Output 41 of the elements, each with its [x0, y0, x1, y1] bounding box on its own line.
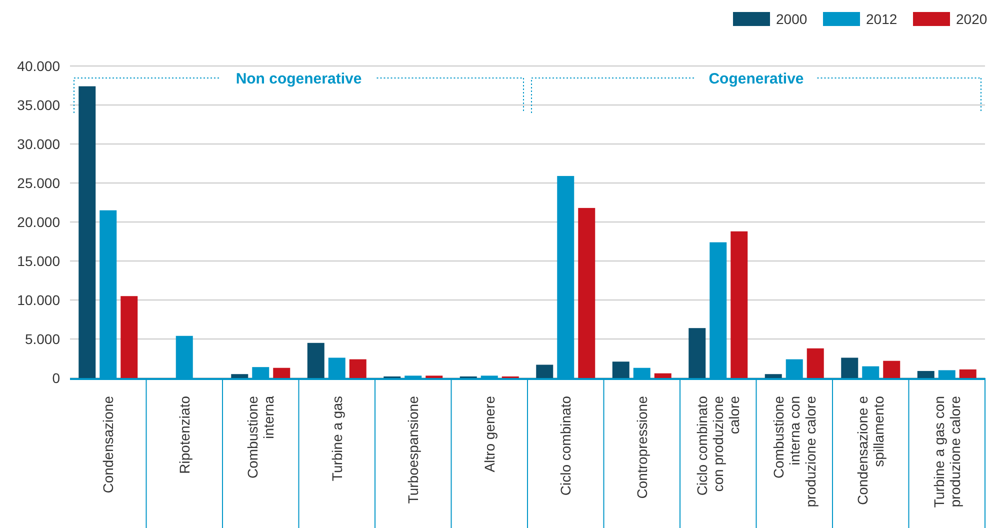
y-tick-label: 5.000	[24, 330, 60, 347]
bar	[120, 296, 138, 378]
bar	[730, 231, 748, 378]
bar	[917, 370, 934, 378]
y-tick-label: 20.000	[17, 214, 60, 230]
bar	[688, 328, 706, 378]
bar	[612, 362, 630, 378]
bar	[764, 374, 782, 378]
x-tick-label: Turboespansione	[405, 396, 422, 504]
annotation: Cogenerative	[708, 70, 804, 88]
bar	[654, 373, 672, 378]
x-tick-label: Ciclo combinato	[558, 396, 574, 496]
bar	[273, 368, 290, 378]
bar	[78, 86, 96, 378]
bar	[806, 348, 824, 378]
bar	[536, 364, 554, 378]
y-tick-label: 30.000	[17, 136, 60, 152]
legend-label: 2012	[866, 10, 898, 27]
x-tick-label: Turbine a gas	[328, 396, 345, 482]
y-tick-label: 25.000	[17, 174, 60, 191]
y-tick-label: 0	[52, 370, 60, 386]
legend-label: 2020	[956, 10, 988, 27]
bar	[307, 342, 324, 378]
y-tick-label: 40.000	[17, 58, 60, 74]
y-tick-label: 15.000	[17, 252, 60, 269]
x-tick-label: Altro genere	[481, 396, 498, 472]
legend-label: 2000	[776, 10, 808, 27]
y-tick-label: 10.000	[17, 292, 60, 308]
x-tick-label: Ripotenziato	[176, 396, 192, 474]
x-tick-label: Condensazione	[100, 396, 116, 494]
bar	[349, 359, 366, 378]
x-tick-label: Ciclo combinato con produzione calore	[694, 396, 742, 496]
annotation: Non cogenerative	[236, 70, 362, 88]
bar	[883, 360, 900, 378]
bar	[841, 358, 858, 378]
x-tick-label: Contropressione	[634, 396, 650, 499]
bar	[959, 369, 976, 378]
x-tick-label: Combustione interna	[244, 396, 277, 478]
bar	[231, 374, 248, 378]
y-tick-label: 35.000	[17, 96, 60, 113]
bar	[578, 208, 596, 378]
